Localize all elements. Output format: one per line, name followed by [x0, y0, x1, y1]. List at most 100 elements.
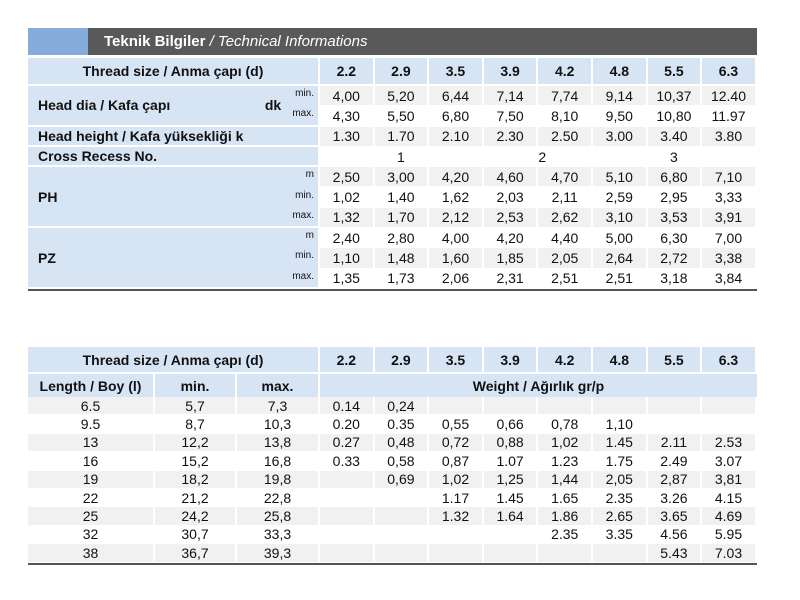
- cell: 2,95: [647, 187, 701, 207]
- cell: [593, 146, 646, 167]
- cell: 7,10: [702, 167, 755, 187]
- cell: 2,59: [593, 187, 646, 207]
- cell: 1,60: [429, 248, 482, 268]
- thread-size: 2.2: [320, 347, 373, 372]
- cell: 7,74: [538, 86, 591, 106]
- weight: 3.07: [702, 452, 755, 470]
- cell: 2,51: [593, 268, 646, 288]
- cell: 2,06: [429, 268, 482, 288]
- weight: 1.23: [538, 452, 591, 470]
- cell: 3,10: [593, 207, 646, 228]
- cell: 1,35: [320, 268, 373, 288]
- length: 38: [28, 544, 153, 562]
- min-length: 24,2: [155, 507, 235, 525]
- cell: 2,40: [320, 228, 373, 248]
- length: 22: [28, 489, 153, 507]
- header-title: Teknik Bilgiler: [104, 33, 206, 50]
- cell: 3,18: [647, 268, 701, 288]
- cell: 1.70: [374, 126, 428, 146]
- weight: [538, 544, 591, 562]
- min-length: 21,2: [155, 489, 235, 507]
- cell: 6,44: [429, 86, 482, 106]
- sub-label: max.: [292, 209, 314, 221]
- weight: [702, 415, 755, 433]
- header-accent: [28, 28, 88, 55]
- length: 6.5: [28, 397, 153, 415]
- max-length: 25,8: [237, 507, 318, 525]
- cell: 1,73: [374, 268, 428, 288]
- cell: 11.97: [702, 106, 755, 126]
- cell: 5,20: [374, 86, 428, 106]
- weight: 5.43: [647, 544, 701, 562]
- length: 13: [28, 433, 153, 452]
- weight: 1,44: [538, 470, 591, 488]
- min-length: 30,7: [155, 525, 235, 544]
- length: 16: [28, 452, 153, 470]
- weight: [374, 525, 428, 544]
- cell: 12.40: [702, 86, 755, 106]
- weight: 1.65: [538, 489, 591, 507]
- sub-label: max.: [292, 108, 314, 120]
- group-symbol: dk: [264, 97, 282, 114]
- cell: 2,03: [483, 187, 537, 207]
- thread-size: 5.5: [647, 347, 701, 372]
- weight: [374, 489, 428, 507]
- weight: 0.33: [320, 452, 373, 470]
- weight: 1.75: [593, 452, 646, 470]
- weight: 1,02: [538, 433, 591, 452]
- weight: 0.27: [320, 433, 373, 452]
- weight: [647, 415, 701, 433]
- weight: [429, 397, 482, 415]
- max-length: 19,8: [237, 470, 318, 488]
- cell: 8,10: [538, 106, 591, 126]
- cell: 3,38: [702, 248, 755, 268]
- cell: 6,80: [647, 167, 701, 187]
- weight: 2.49: [647, 452, 701, 470]
- weight: 0,66: [483, 415, 537, 433]
- weight: 3.35: [593, 525, 646, 544]
- cell: 1,02: [320, 187, 373, 207]
- weight: 0.35: [374, 415, 428, 433]
- cell: 2.50: [538, 126, 591, 146]
- length: 25: [28, 507, 153, 525]
- thread-size: 2.9: [374, 58, 428, 84]
- min-length: 12,2: [155, 433, 235, 452]
- thread-size: 4.2: [538, 347, 591, 372]
- weight: [320, 470, 373, 488]
- cell: 4,60: [483, 167, 537, 187]
- group-label: Cross Recess No.: [28, 146, 318, 166]
- thread-size: 2.2: [320, 58, 373, 84]
- sub-label: min.: [295, 189, 314, 201]
- weight: 1.86: [538, 507, 591, 525]
- thread-size: 2.9: [374, 347, 428, 372]
- cell: 2.10: [429, 126, 482, 146]
- max-length: 39,3: [237, 544, 318, 562]
- weight: 2.11: [647, 433, 701, 452]
- weight: 4.69: [702, 507, 755, 525]
- cell: 4,00: [429, 228, 482, 248]
- sub-label: m: [305, 169, 314, 181]
- thread-size: 4.8: [593, 58, 646, 84]
- thread-size: 4.8: [593, 347, 646, 372]
- cell: 2,72: [647, 248, 701, 268]
- weight: 1.32: [429, 507, 482, 525]
- thread-size: 6.3: [702, 347, 755, 372]
- weight: 4.15: [702, 489, 755, 507]
- weight: 3.26: [647, 489, 701, 507]
- cell: [429, 146, 482, 167]
- cell: 3,00: [374, 167, 428, 187]
- weight: 1.64: [483, 507, 537, 525]
- cell: 2,31: [483, 268, 537, 288]
- header-subtitle: / Technical Informations: [209, 33, 368, 50]
- cell: 1,48: [374, 248, 428, 268]
- weight: 2,87: [647, 470, 701, 488]
- weight: 2.35: [538, 525, 591, 544]
- weight: [320, 507, 373, 525]
- cell: 3,53: [647, 207, 701, 228]
- weight: 0,87: [429, 452, 482, 470]
- thread-size: 3.5: [429, 347, 482, 372]
- cell: 2,51: [538, 268, 591, 288]
- thread-size: 5.5: [647, 58, 701, 84]
- weight: [538, 397, 591, 415]
